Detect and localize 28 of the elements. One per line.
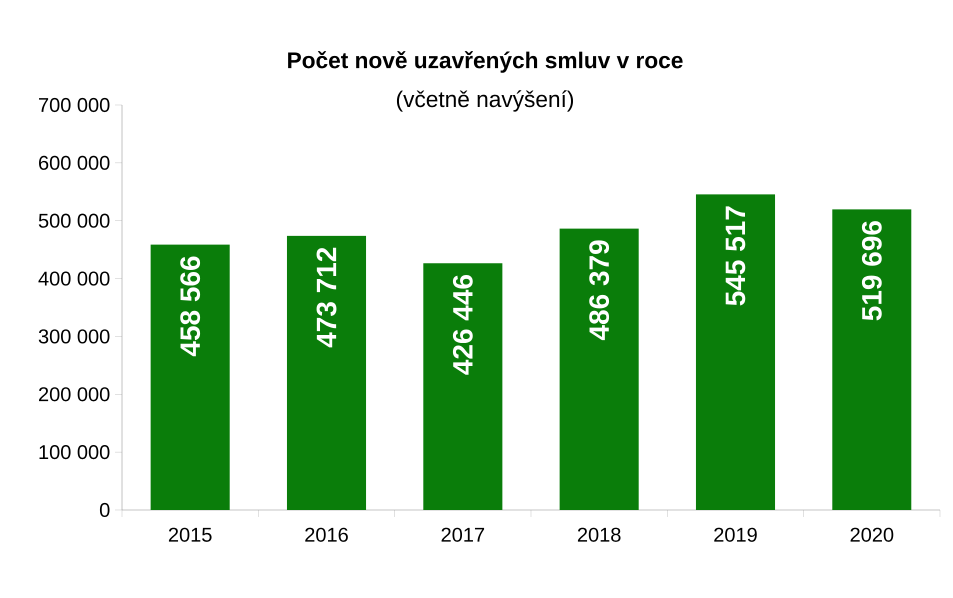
data-label: 426 446 — [452, 275, 473, 375]
x-tick-label: 2015 — [168, 528, 212, 542]
x-tick-label: 2019 — [714, 528, 757, 542]
bar — [696, 194, 776, 510]
y-tick-label: 200 000 — [39, 387, 110, 402]
bar — [423, 263, 502, 510]
x-tick-label: 2018 — [578, 528, 621, 542]
y-tick-label: 0 — [100, 502, 110, 518]
y-tick-label: 300 000 — [38, 329, 110, 344]
data-label: 486 379 — [589, 240, 610, 340]
data-label: 545 517 — [726, 206, 746, 306]
bar — [832, 209, 912, 510]
chart-subtitle: (včetně navýšení) — [396, 90, 574, 112]
chart-title: Počet nově uzavřených smluv v roce — [288, 51, 683, 73]
y-tick-label: 700 000 — [39, 98, 110, 112]
data-label: 473 712 — [316, 248, 336, 348]
x-tick-label: 2017 — [442, 528, 484, 542]
x-tick-label: 2020 — [850, 528, 894, 542]
data-label: 458 566 — [180, 256, 200, 356]
y-tick-label: 100 000 — [40, 445, 110, 460]
bar — [150, 244, 230, 510]
bar — [560, 228, 639, 510]
data-label: 519 696 — [862, 221, 882, 320]
y-tick-label: 600 000 — [39, 156, 110, 170]
bar — [286, 236, 366, 510]
x-tick-label: 2016 — [305, 528, 348, 542]
y-tick-label: 400 000 — [38, 271, 110, 286]
y-tick-label: 500 000 — [38, 214, 110, 228]
